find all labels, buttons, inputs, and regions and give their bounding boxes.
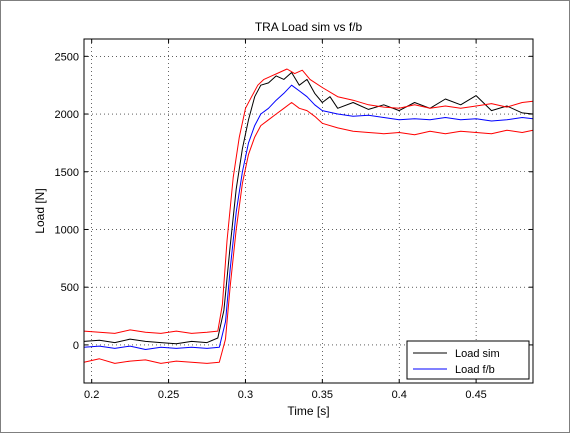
grid-lines [84,39,533,383]
series-line-load-sim [83,72,534,345]
y-axis-label: Load [N] [33,188,47,233]
x-tick-label: 0.35 [312,389,333,401]
plot-frame [83,38,534,384]
x-axis-label: Time [s] [287,404,329,418]
legend-box [406,340,530,380]
x-tick-label: 0.45 [465,389,486,401]
y-tick-label: 2500 [55,51,79,63]
y-tick-label: 1000 [55,224,79,236]
plot-background [84,39,533,383]
x-tick-label: 0.3 [238,389,253,401]
y-tick-label: 0 [73,340,79,352]
series-line-lower-bound [83,102,534,364]
y-tick-label: 500 [61,282,79,294]
series-line-load-f-b [83,84,534,350]
x-tick-label: 0.4 [392,389,407,401]
y-tick-label: 1500 [55,167,79,179]
series-lines [83,68,534,364]
series-line-upper-bound [83,68,534,334]
legend: Load sim Load f/b [406,340,530,380]
axis-ticks: 0.2 0.25 0.3 0.35 0.4 0.45 0 500 1000 1500 2000 250… [55,39,533,401]
legend-label-load-fb: Load f/b [455,364,495,376]
chart-title: TRA Load sim vs f/b [255,20,363,34]
x-tick-label: 0.25 [158,389,179,401]
x-tick-label: 0.2 [84,389,99,401]
y-tick-label: 2000 [55,109,79,121]
legend-label-load-sim: Load sim [455,348,500,360]
